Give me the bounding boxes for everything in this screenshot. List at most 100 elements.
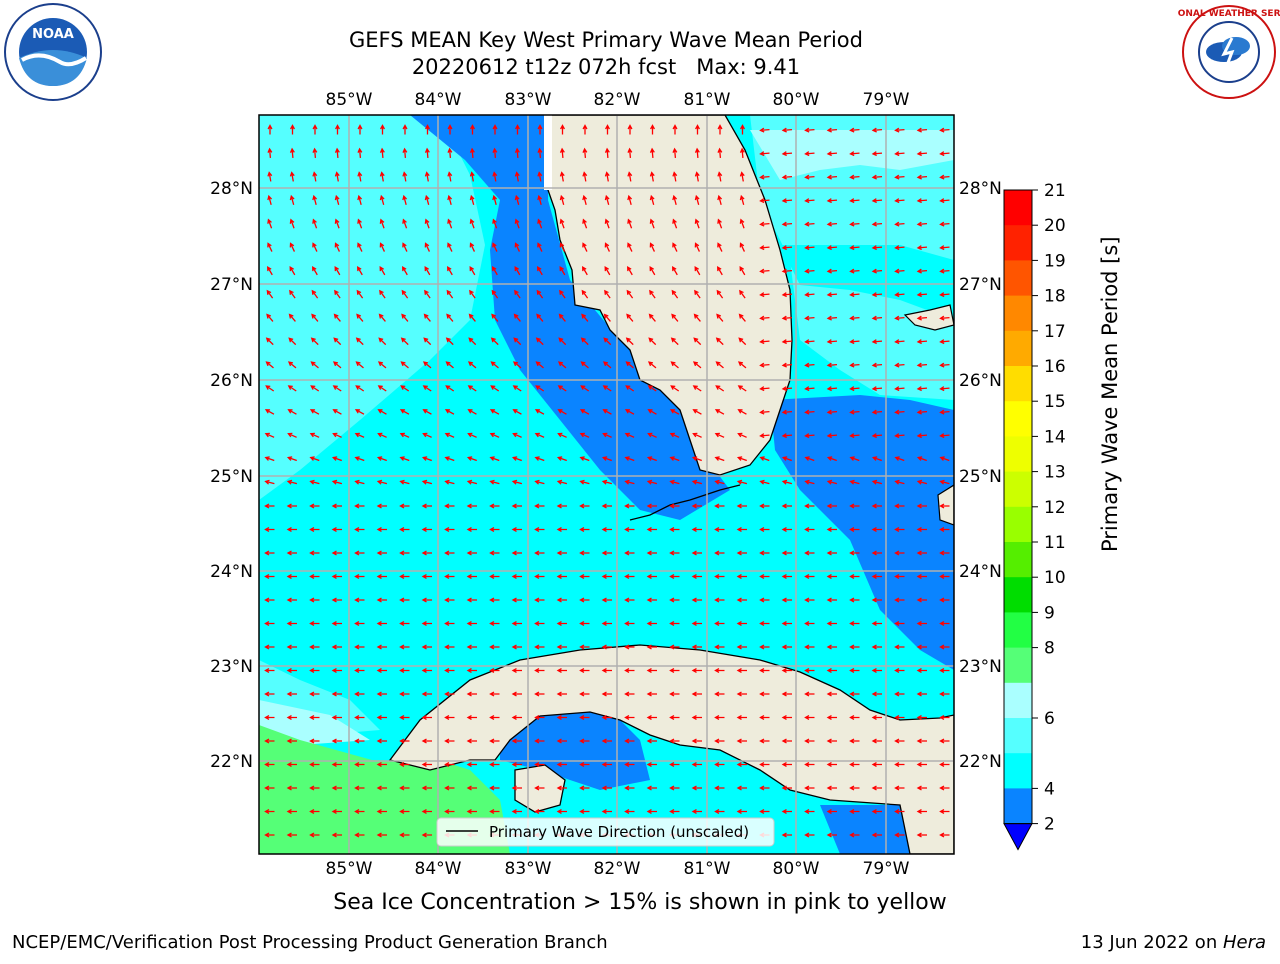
wave-direction-arrow bbox=[624, 597, 635, 603]
wave-direction-arrow bbox=[376, 832, 387, 838]
wave-direction-arrow bbox=[444, 479, 455, 485]
wave-direction-arrow bbox=[916, 362, 928, 368]
wave-direction-arrow bbox=[646, 456, 657, 462]
wave-direction-arrow bbox=[939, 174, 950, 180]
wave-direction-arrow bbox=[354, 691, 365, 697]
wave-direction-arrow bbox=[513, 337, 522, 346]
wave-direction-arrow bbox=[646, 809, 657, 814]
wave-direction-arrow bbox=[650, 124, 655, 135]
wave-direction-arrow bbox=[939, 268, 950, 274]
wave-direction-arrow bbox=[715, 361, 724, 369]
wave-direction-arrow bbox=[400, 361, 409, 369]
wave-direction-arrow bbox=[804, 174, 815, 180]
wave-direction-arrow bbox=[424, 218, 430, 229]
wave-direction-arrow bbox=[916, 174, 928, 180]
wave-direction-arrow bbox=[691, 597, 702, 603]
wave-direction-arrow bbox=[669, 503, 680, 509]
wave-direction-arrow bbox=[624, 668, 635, 673]
wave-direction-arrow bbox=[331, 738, 342, 744]
wave-direction-arrow bbox=[445, 361, 454, 369]
wave-direction-arrow bbox=[759, 574, 770, 579]
wave-direction-arrow bbox=[646, 668, 657, 673]
wave-direction-arrow bbox=[444, 621, 455, 626]
wave-direction-arrow bbox=[781, 221, 793, 227]
wave-direction-arrow bbox=[310, 337, 319, 346]
wave-direction-arrow bbox=[759, 715, 770, 720]
wave-direction-arrow bbox=[264, 527, 275, 532]
wave-direction-arrow bbox=[669, 409, 680, 415]
wave-direction-arrow bbox=[894, 597, 905, 603]
colorbar-tick-label: 6 bbox=[1044, 709, 1055, 729]
wave-direction-arrow bbox=[557, 385, 567, 392]
wave-direction-arrow bbox=[376, 527, 387, 532]
wave-direction-arrow bbox=[759, 550, 770, 556]
wave-direction-arrow bbox=[534, 715, 545, 720]
wave-direction-arrow bbox=[691, 762, 702, 767]
wave-direction-arrow bbox=[514, 171, 520, 182]
colorbar-tick-label: 10 bbox=[1044, 568, 1066, 588]
wave-direction-arrow bbox=[691, 785, 702, 791]
wave-direction-arrow bbox=[490, 385, 500, 392]
wave-direction-arrow bbox=[714, 762, 725, 767]
wave-direction-arrow bbox=[286, 574, 297, 579]
wave-direction-arrow bbox=[582, 124, 588, 135]
wave-direction-arrow bbox=[377, 409, 387, 415]
wave-direction-arrow bbox=[537, 124, 543, 135]
wave-direction-arrow bbox=[714, 574, 725, 579]
lat-label-right: 28°N bbox=[959, 179, 1002, 199]
wave-direction-arrow bbox=[736, 715, 747, 720]
wave-direction-arrow bbox=[534, 432, 545, 438]
wave-direction-arrow bbox=[759, 362, 770, 368]
wave-direction-arrow bbox=[849, 174, 860, 180]
wave-direction-arrow bbox=[444, 715, 455, 720]
wave-direction-arrow bbox=[312, 124, 318, 135]
wave-direction-arrow bbox=[399, 574, 410, 579]
wave-direction-arrow bbox=[490, 337, 499, 346]
colorbar-segment bbox=[1004, 295, 1032, 332]
wave-direction-arrow bbox=[693, 337, 702, 346]
wave-direction-arrows bbox=[264, 124, 950, 838]
wave-direction-arrow bbox=[466, 456, 477, 462]
wave-direction-arrow bbox=[849, 386, 860, 392]
wave-direction-arrow bbox=[759, 479, 770, 485]
wave-direction-arrow bbox=[399, 479, 410, 485]
wave-direction-arrow bbox=[781, 386, 793, 392]
wave-direction-arrow bbox=[624, 456, 635, 462]
wave-direction-arrow bbox=[444, 550, 455, 556]
wave-direction-arrow bbox=[379, 265, 386, 276]
period-field-2-4-gulf bbox=[410, 115, 730, 520]
wave-direction-arrow bbox=[579, 574, 590, 579]
wave-direction-arrow bbox=[781, 315, 793, 321]
wave-direction-arrow bbox=[290, 124, 295, 135]
wave-direction-arrow bbox=[402, 242, 408, 252]
wave-direction-arrow bbox=[399, 668, 410, 673]
colorbar-tick-label: 14 bbox=[1044, 427, 1066, 447]
wave-direction-arrow bbox=[894, 292, 905, 298]
wave-direction-arrow bbox=[490, 361, 499, 369]
wave-direction-arrow bbox=[289, 171, 295, 182]
wave-direction-arrow bbox=[447, 124, 453, 135]
wave-direction-arrow bbox=[286, 785, 297, 791]
wave-direction-arrow bbox=[579, 456, 590, 462]
wave-direction-arrow bbox=[266, 289, 274, 299]
lon-label-bottom: 85°W bbox=[326, 859, 373, 879]
wave-direction-arrow bbox=[331, 668, 342, 673]
wave-direction-arrow bbox=[849, 362, 860, 368]
wave-direction-arrow bbox=[826, 738, 837, 744]
wave-direction-arrow bbox=[379, 171, 385, 182]
wave-direction-arrow bbox=[601, 503, 612, 509]
wave-direction-arrow bbox=[399, 691, 410, 697]
wave-direction-arrow bbox=[894, 433, 905, 439]
wave-direction-arrow bbox=[354, 574, 365, 579]
wave-direction-arrow bbox=[535, 385, 545, 392]
wave-direction-arrow bbox=[377, 361, 387, 369]
wave-direction-arrow bbox=[582, 194, 588, 206]
wave-direction-arrow bbox=[309, 456, 320, 462]
wave-direction-arrow bbox=[939, 832, 950, 838]
wave-direction-arrow bbox=[601, 785, 612, 791]
wave-direction-arrow bbox=[602, 361, 612, 369]
wave-direction-arrow bbox=[402, 147, 408, 159]
wave-direction-arrow bbox=[669, 762, 680, 767]
wave-direction-arrow bbox=[804, 127, 815, 133]
wave-direction-arrow bbox=[714, 432, 725, 438]
